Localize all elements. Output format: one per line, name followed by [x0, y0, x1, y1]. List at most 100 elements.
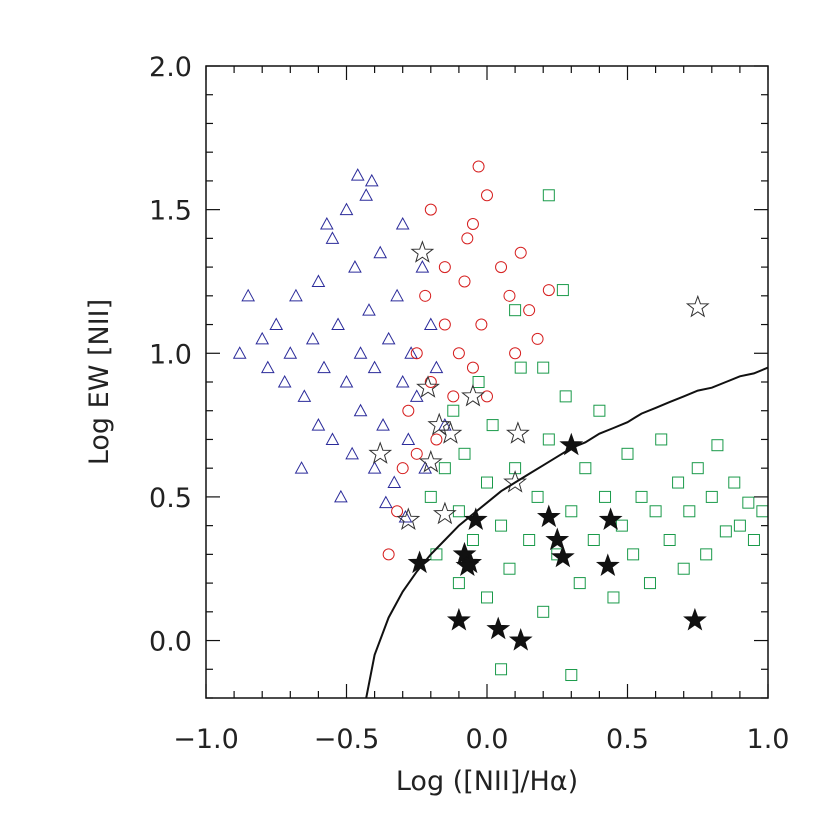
square-point — [447, 404, 460, 417]
circle-point — [438, 318, 451, 331]
square-point — [635, 490, 648, 503]
open-star-point — [438, 421, 463, 444]
filled-star-point — [446, 607, 471, 631]
x-tick-label: 0.0 — [466, 724, 509, 755]
square-point — [509, 462, 522, 475]
square-point — [565, 669, 578, 682]
open-star-point — [432, 501, 457, 525]
square-point — [621, 447, 634, 460]
square-point — [747, 534, 760, 546]
triangle-point — [429, 360, 444, 374]
square-point — [700, 548, 713, 561]
circle-point — [481, 189, 493, 202]
demarcation-curve — [365, 366, 769, 699]
circle-point — [466, 218, 479, 230]
triangle-point — [294, 461, 309, 474]
circle-point — [466, 361, 479, 374]
triangle-point — [376, 418, 390, 431]
filled-star-point — [537, 504, 561, 528]
square-point — [559, 390, 572, 403]
x-tick-label: 1.0 — [747, 724, 790, 755]
square-point — [495, 519, 508, 532]
triangle-point — [404, 346, 418, 359]
triangle-point — [319, 216, 334, 230]
filled-star-point — [683, 607, 707, 631]
triangle-point — [255, 331, 270, 345]
square-point — [537, 361, 550, 374]
square-point — [503, 562, 516, 575]
square-point — [531, 490, 544, 503]
square-point — [481, 476, 493, 489]
filled-star-point — [545, 527, 570, 551]
ticks-group: −1.0 −0.5 0.0 0.5 1.0 0.0 0.5 1.0 1.5 2.0 — [149, 52, 789, 755]
filled-star-point — [452, 541, 477, 565]
circle-point — [495, 261, 508, 274]
filled-star-point — [598, 507, 623, 531]
square-point — [663, 534, 676, 546]
square-point — [537, 605, 550, 618]
square-point — [523, 534, 536, 546]
circle-point — [503, 289, 516, 302]
y-tick-label: 1.0 — [149, 339, 192, 370]
filled-star-point — [559, 432, 584, 456]
triangle-point — [311, 418, 326, 431]
triangle-point — [390, 288, 404, 302]
circle-point — [509, 347, 522, 360]
square-point — [719, 525, 732, 538]
square-point — [677, 562, 690, 575]
circle-point — [472, 160, 485, 173]
circle-point — [396, 462, 409, 475]
x-tick-label: −0.5 — [314, 724, 380, 755]
square-point — [486, 419, 499, 432]
triangle-point — [359, 188, 374, 201]
triangle-point — [339, 374, 354, 388]
circle-point — [458, 275, 471, 288]
filled-star-point — [455, 553, 480, 577]
plot-frame — [205, 65, 769, 699]
triangle-point — [325, 432, 340, 445]
square-point — [542, 189, 555, 202]
triangle-point — [418, 461, 433, 474]
triangle-point — [297, 389, 312, 402]
triangle-point — [232, 346, 247, 359]
triangle-point — [387, 475, 402, 489]
square-point — [627, 548, 640, 561]
open-star-point — [427, 412, 452, 436]
triangle-point — [364, 173, 379, 187]
triangle-point — [339, 202, 354, 216]
x-tick-label: 0.5 — [606, 724, 649, 755]
marks-group — [232, 160, 769, 699]
square-point — [587, 534, 600, 546]
square-point — [705, 490, 718, 503]
circle-point — [461, 232, 474, 245]
triangle-point — [373, 245, 388, 259]
triangle-point — [317, 360, 331, 374]
square-point — [672, 476, 685, 489]
circle-point — [447, 390, 460, 403]
filled-star-point — [463, 507, 488, 531]
triangle-point — [353, 403, 368, 417]
square-point — [643, 577, 656, 590]
triangle-point — [350, 168, 365, 181]
y-tick-label: 2.0 — [149, 52, 192, 83]
square-point — [599, 490, 612, 503]
open-star-point — [505, 421, 530, 444]
circle-point — [424, 376, 437, 388]
triangle-point — [277, 374, 292, 388]
triangle-point — [423, 317, 438, 331]
triangle-point — [331, 317, 345, 331]
circle-point — [410, 347, 423, 360]
circle-point — [402, 404, 415, 417]
triangle-point — [289, 288, 303, 302]
circle-point — [419, 289, 432, 302]
circle-point — [430, 433, 443, 446]
circle-point — [514, 246, 527, 259]
triangle-point — [415, 260, 430, 273]
triangle-point — [401, 432, 416, 445]
square-point — [472, 376, 485, 388]
triangle-point — [395, 374, 410, 388]
square-point — [452, 577, 465, 590]
square-point — [466, 534, 479, 546]
square-point — [458, 447, 471, 460]
